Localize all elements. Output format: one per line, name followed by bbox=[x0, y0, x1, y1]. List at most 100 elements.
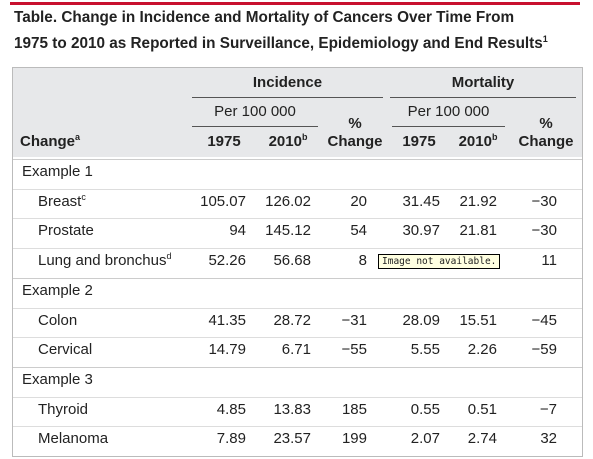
text: Lung and bronchus bbox=[38, 252, 167, 270]
cell: 126.02 bbox=[265, 192, 311, 210]
row-label: Prostate bbox=[38, 222, 94, 240]
column-header: % Change bbox=[516, 115, 576, 151]
row-sep bbox=[13, 188, 582, 190]
text: Melanoma bbox=[38, 430, 109, 448]
cell: 2.26 bbox=[467, 341, 497, 359]
row-sep bbox=[13, 277, 582, 279]
cell: −30 bbox=[531, 192, 557, 210]
cell: 145.12 bbox=[265, 222, 311, 240]
cell: 0.51 bbox=[467, 400, 497, 418]
cell: 8 bbox=[358, 252, 367, 270]
footnote-mark: d bbox=[166, 251, 172, 262]
cell: −59 bbox=[531, 341, 557, 359]
cell: 14.79 bbox=[208, 341, 246, 359]
text: 1975 bbox=[402, 133, 436, 150]
tooltip: Image not available. bbox=[378, 254, 501, 269]
rule bbox=[390, 97, 576, 98]
text: 2010 bbox=[268, 133, 302, 150]
cell: −45 bbox=[531, 311, 557, 329]
row-sep bbox=[13, 337, 582, 339]
cell: −31 bbox=[341, 311, 367, 329]
column-header: 2010b bbox=[258, 133, 318, 151]
row-sep bbox=[13, 426, 582, 428]
text: % Change bbox=[518, 115, 574, 150]
top-rule bbox=[10, 2, 580, 5]
column-header: 2010b bbox=[448, 133, 508, 151]
cell: 31.45 bbox=[402, 192, 440, 210]
cell: 13.83 bbox=[273, 400, 311, 418]
cell: 20 bbox=[350, 192, 367, 210]
cell: 56.68 bbox=[273, 252, 311, 270]
title-line: 1975 to 2010 as Reported in Surveillance… bbox=[14, 34, 548, 53]
group-label: Example 3 bbox=[22, 370, 93, 388]
footnote-mark: c bbox=[81, 191, 86, 202]
cell: 2.07 bbox=[410, 430, 440, 448]
cell: 0.55 bbox=[410, 400, 440, 418]
header-band bbox=[12, 67, 582, 157]
group-label: Example 2 bbox=[22, 281, 93, 299]
footnote-mark: a bbox=[75, 132, 81, 142]
row-label: Cervical bbox=[38, 341, 92, 359]
cell: −7 bbox=[539, 400, 557, 418]
group-label: Example 1 bbox=[22, 163, 93, 180]
text: Cervical bbox=[38, 341, 93, 359]
column-header: % Change bbox=[325, 115, 385, 151]
row-sep bbox=[13, 248, 582, 250]
cell: 23.57 bbox=[273, 430, 311, 448]
row-sep bbox=[13, 159, 582, 160]
cell: 15.51 bbox=[459, 311, 497, 329]
cell: 4.85 bbox=[216, 400, 246, 418]
cell: 28.72 bbox=[273, 311, 311, 329]
cell: 21.92 bbox=[459, 192, 497, 210]
footnote-mark: b bbox=[301, 132, 308, 142]
cell: −55 bbox=[341, 341, 367, 359]
cell: 30.97 bbox=[402, 222, 440, 240]
column-header: 1975 bbox=[389, 133, 449, 151]
column-header: Changea bbox=[20, 133, 80, 151]
rule bbox=[192, 97, 383, 98]
text: Thyroid bbox=[38, 400, 89, 418]
cell: 32 bbox=[540, 430, 557, 448]
row-label: Breastc bbox=[38, 191, 86, 211]
row-sep bbox=[13, 307, 582, 309]
group-header: Incidence bbox=[252, 74, 323, 91]
rule bbox=[192, 126, 318, 127]
cell: 21.81 bbox=[459, 222, 497, 240]
cell: 41.35 bbox=[208, 311, 246, 329]
rule bbox=[392, 126, 505, 127]
cell: 185 bbox=[341, 400, 367, 418]
row-label: Lung and bronchusd bbox=[38, 252, 171, 270]
text: Prostate bbox=[38, 222, 94, 240]
cell: 199 bbox=[341, 430, 367, 448]
cell: 54 bbox=[350, 222, 367, 240]
cell: 28.09 bbox=[402, 311, 440, 329]
cell: 6.71 bbox=[281, 341, 311, 359]
footnote-mark: b bbox=[491, 132, 498, 142]
text: Colon bbox=[38, 311, 78, 329]
text: 1975 bbox=[207, 133, 241, 150]
table-frame bbox=[12, 67, 583, 457]
title-line: Table. Change in Incidence and Mortality… bbox=[14, 9, 515, 26]
column-header: 1975 bbox=[194, 133, 254, 151]
cell: 7.89 bbox=[216, 430, 246, 448]
sub-header: Per 100 000 bbox=[214, 103, 296, 120]
cell: 2.74 bbox=[467, 430, 497, 448]
row-label: Melanoma bbox=[38, 430, 108, 448]
text: % Change bbox=[327, 115, 383, 150]
cell: −30 bbox=[531, 222, 557, 240]
text: Breast bbox=[38, 192, 82, 210]
row-sep bbox=[13, 396, 582, 398]
cell: 5.55 bbox=[410, 341, 440, 359]
row-sep bbox=[13, 218, 582, 220]
cell: 52.26 bbox=[208, 252, 246, 270]
text: Change bbox=[20, 133, 76, 150]
footnote-mark: 1 bbox=[542, 34, 548, 44]
sub-header: Per 100 000 bbox=[407, 103, 490, 120]
row-sep bbox=[13, 366, 582, 368]
cell: 94 bbox=[229, 222, 246, 240]
row-label: Colon bbox=[38, 312, 77, 330]
group-header: Mortality bbox=[451, 74, 515, 91]
cell: 11 bbox=[541, 252, 557, 270]
text: 2010 bbox=[458, 133, 492, 150]
